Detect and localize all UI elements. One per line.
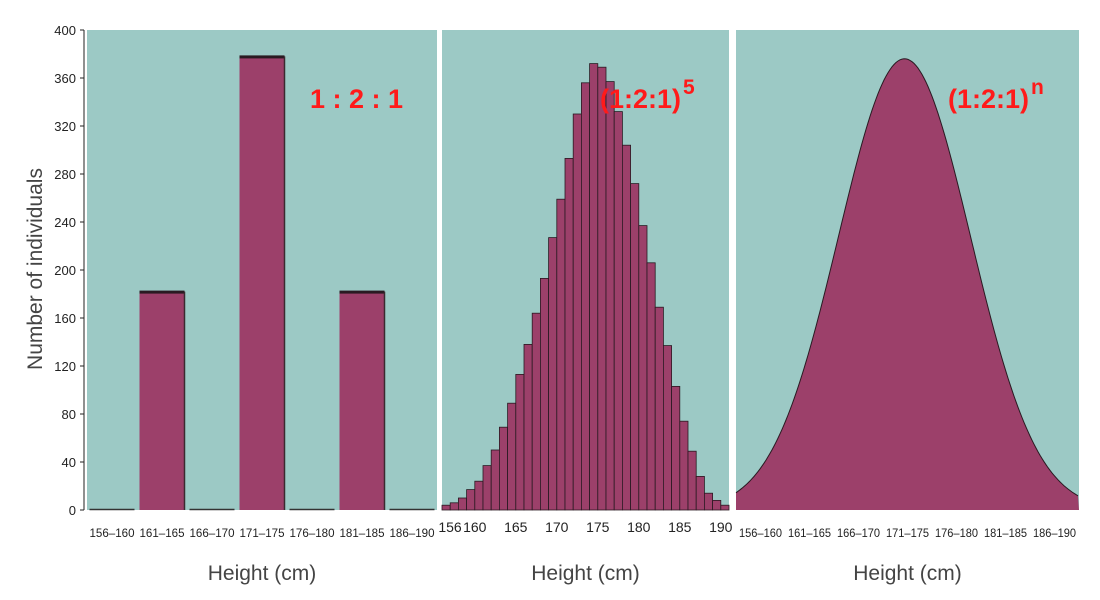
x-tick-label: 181–185 [984,526,1027,540]
x-tick-label: 185 [668,519,692,535]
bar [581,82,591,511]
x-tick-label: 176–180 [935,526,978,540]
bar [531,312,541,511]
bar [490,449,500,511]
bar [139,291,185,510]
y-tick-label: 320 [54,119,76,134]
x-tick-label: 170 [545,519,569,535]
y-tick-label: 120 [54,359,76,374]
bar [239,56,285,511]
bar [498,426,508,511]
bar [695,475,705,511]
x-tick-label: 165 [504,519,528,535]
bar [605,81,615,511]
x-tick-label: 166–170 [837,526,880,540]
y-tick-label: 280 [54,167,76,182]
bar [564,157,574,511]
y-tick-label: 240 [54,215,76,230]
y-tick-label: 360 [54,71,76,86]
x-tick-label: 171–175 [240,526,285,540]
bar [449,502,459,511]
x-tick-label: 171–175 [886,526,929,540]
x-tick-label: 156–160 [90,526,135,540]
bar [654,306,664,511]
bar [589,63,599,511]
x-tick-label: 161–165 [140,526,185,540]
y-tick-label: 200 [54,263,76,278]
bar [507,402,517,511]
chart-panel-1: 156–160 161–165 166–170 171–175 176–180 181–1… [87,30,437,585]
bar [679,420,689,511]
bar [457,497,467,511]
bar [663,345,673,511]
bar [523,343,533,511]
bar [540,277,550,511]
bar [687,450,697,511]
y-tick-label: 400 [54,23,76,38]
chart-panel-3: 156–160 161–165 166–170 171–175 176–180 181–1… [735,30,1079,585]
y-tick-label: 40 [62,455,76,470]
ratio-label-1: 1 : 2 : 1 [310,84,403,114]
bar-top-edge [339,290,385,294]
bar [466,489,476,511]
x-tick-label: 175 [586,519,610,535]
bar [646,262,656,511]
bar [548,237,558,511]
bar [638,225,648,511]
x-tick-label: 166–170 [190,526,235,540]
bar [441,504,451,511]
bar [515,373,525,511]
bar [622,144,632,511]
y-axis-title: Number of individuals [24,168,47,370]
x-axis-title: Height (cm) [531,562,640,585]
bar [720,504,730,511]
x-tick-label: 161–165 [788,526,831,540]
bar [671,385,681,511]
x-tick-label: 186–190 [390,526,435,540]
x-tick-label: 156 [438,519,462,535]
bar [474,480,484,511]
bar [712,499,722,511]
x-tick-label: 180 [627,519,651,535]
distribution-area [736,58,1079,511]
bar [482,465,492,511]
x-tick-label: 156–160 [739,526,782,540]
bar [597,66,607,511]
bar [339,291,385,510]
x-tick-label: 190 [709,519,733,535]
bar [556,198,566,511]
bar-top-edge [139,290,185,294]
x-tick-label: 186–190 [1033,526,1076,540]
bar-top-edge [239,55,285,59]
y-tick-label: 80 [62,407,76,422]
y-tick-label: 160 [54,311,76,326]
bar [704,492,714,511]
x-axis-title: Height (cm) [208,562,317,585]
x-tick-label: 181–185 [340,526,385,540]
x-axis-title: Height (cm) [853,562,962,585]
x-tick-label: 160 [463,519,487,535]
y-tick-label: 0 [69,503,76,518]
distribution-curve [735,58,1079,497]
x-tick-label: 176–180 [290,526,335,540]
bar [613,111,623,511]
bar [572,113,582,511]
bar [630,183,640,511]
